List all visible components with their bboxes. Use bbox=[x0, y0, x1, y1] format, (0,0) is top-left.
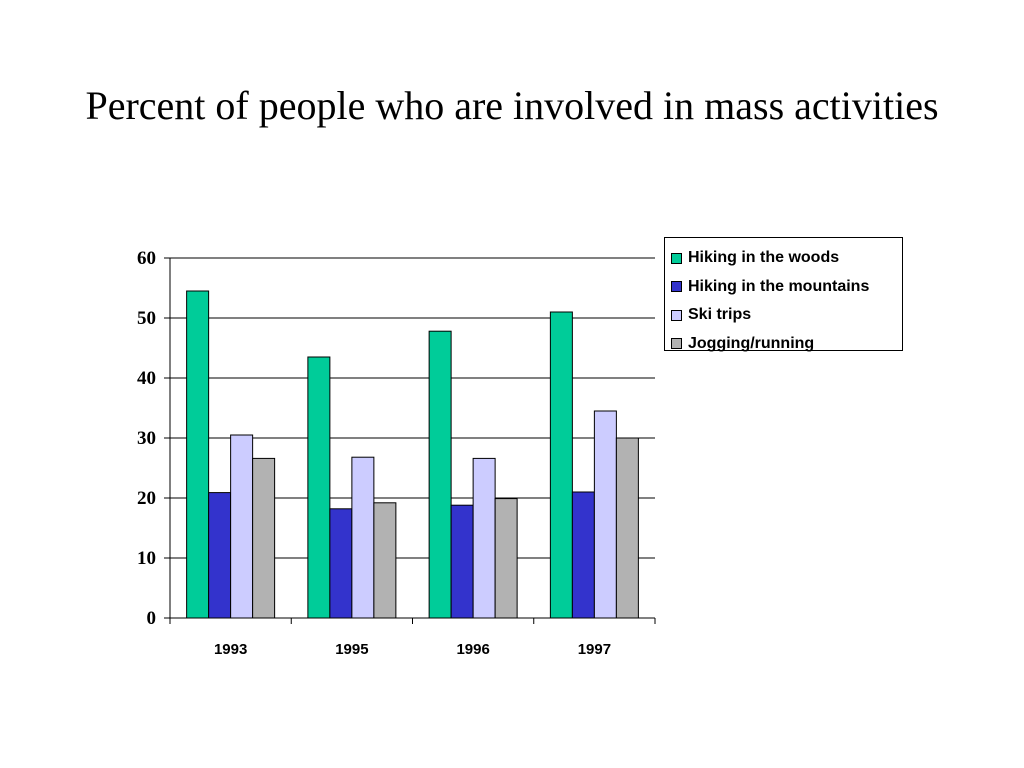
legend: Hiking in the woods Hiking in the mountai… bbox=[664, 237, 903, 352]
y-tick-label: 0 bbox=[147, 608, 157, 629]
x-tick-label: 1997 bbox=[578, 641, 611, 658]
bar-ski-trips-1996 bbox=[472, 457, 496, 619]
y-tick-label: 30 bbox=[137, 428, 156, 449]
legend-swatch bbox=[671, 338, 682, 350]
bar-hiking-in-the-mountains-1996 bbox=[450, 504, 474, 619]
y-tick-label: 10 bbox=[137, 548, 156, 569]
legend-swatch bbox=[671, 252, 682, 264]
y-tick-label: 60 bbox=[137, 248, 156, 269]
y-tick-label: 50 bbox=[137, 308, 156, 329]
y-tick-label: 20 bbox=[137, 488, 156, 509]
x-tick-label: 1996 bbox=[456, 641, 489, 658]
legend-swatch bbox=[671, 309, 682, 321]
bar-jogging-running-1993 bbox=[252, 457, 276, 619]
legend-item: Jogging/running bbox=[671, 330, 902, 359]
x-tick-label: 1993 bbox=[214, 641, 247, 658]
y-tick-label: 40 bbox=[137, 368, 156, 389]
legend-label: Hiking in the mountains bbox=[688, 277, 870, 295]
legend-label: Hiking in the woods bbox=[688, 249, 840, 267]
bar-hiking-in-the-mountains-1993 bbox=[208, 492, 232, 619]
bar-hiking-in-the-woods-1997 bbox=[549, 311, 573, 619]
bars bbox=[186, 290, 639, 619]
bar-hiking-in-the-woods-1996 bbox=[428, 330, 452, 619]
bar-ski-trips-1997 bbox=[593, 410, 617, 619]
bar-ski-trips-1995 bbox=[351, 456, 375, 619]
legend-item: Hiking in the woods bbox=[671, 244, 902, 273]
axis-labels: 0 10 20 30 40 50 60 1993 1995 1996 1997 bbox=[137, 248, 611, 658]
bar-hiking-in-the-mountains-1995 bbox=[329, 508, 353, 619]
bar-hiking-in-the-woods-1995 bbox=[307, 356, 331, 619]
legend-label: Jogging/running bbox=[688, 334, 815, 352]
bar-jogging-running-1995 bbox=[373, 502, 397, 619]
legend-item: Ski trips bbox=[671, 301, 902, 330]
legend-swatch bbox=[671, 281, 682, 293]
bar-hiking-in-the-woods-1993 bbox=[186, 290, 210, 619]
bar-jogging-running-1997 bbox=[615, 437, 639, 619]
legend-label: Ski trips bbox=[688, 306, 752, 324]
x-tick-label: 1995 bbox=[335, 641, 368, 658]
bar-jogging-running-1996 bbox=[494, 498, 518, 619]
axes bbox=[164, 257, 656, 624]
bar-ski-trips-1993 bbox=[230, 434, 254, 619]
chart-title: Percent of people who are involved in ma… bbox=[85, 83, 939, 128]
bar-hiking-in-the-mountains-1997 bbox=[571, 491, 595, 619]
legend-item: Hiking in the mountains bbox=[671, 273, 902, 302]
